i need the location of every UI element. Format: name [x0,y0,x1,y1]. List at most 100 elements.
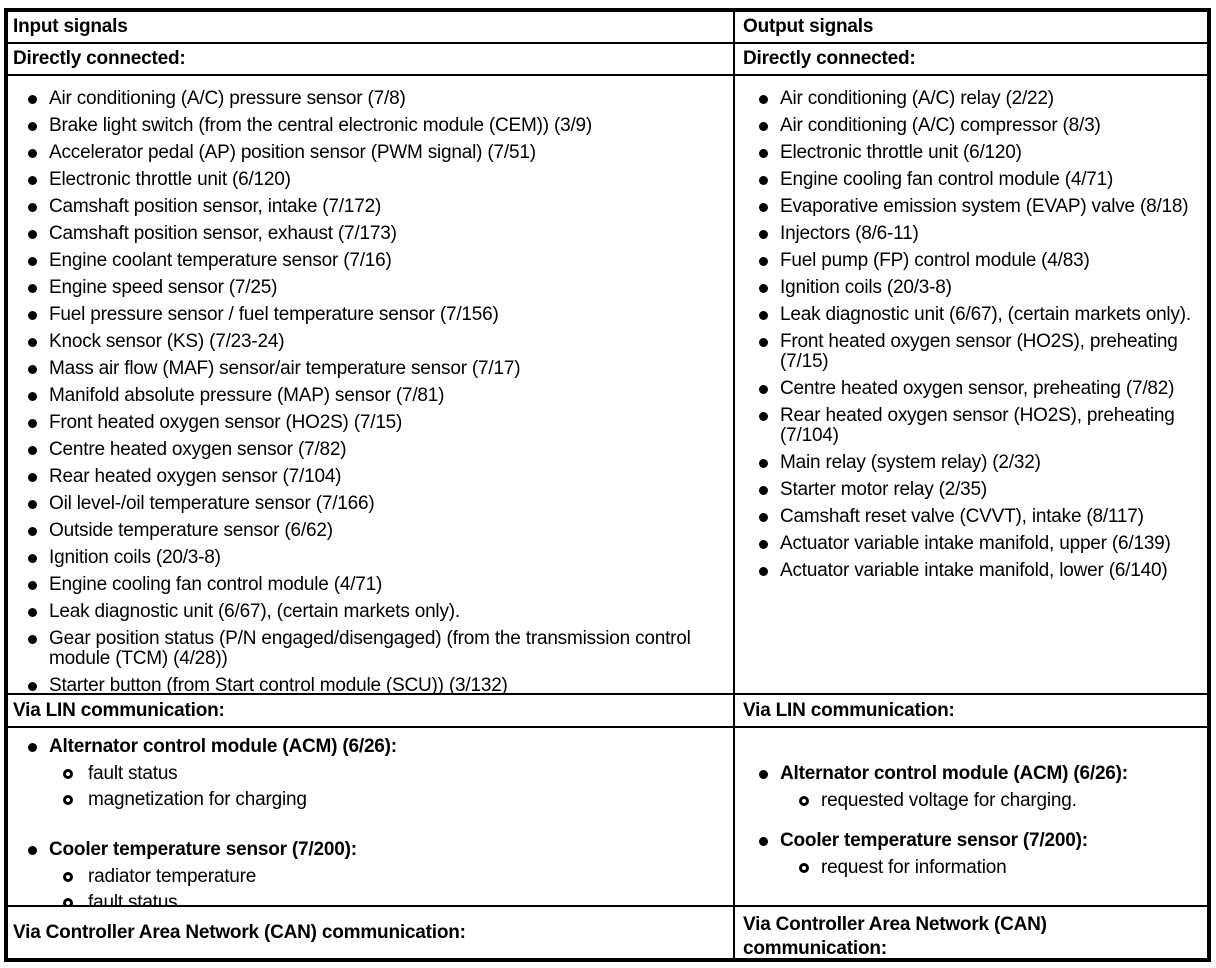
list-item: radiator temperature [8,867,733,887]
list-item: Front heated oxygen sensor (HO2S) (7/15) [8,413,733,433]
circle-bullet-icon [63,872,73,882]
list-item: Actuator variable intake manifold, upper… [735,534,1207,554]
list-item: Air conditioning (A/C) relay (2/22) [735,89,1207,109]
bullet-icon [759,567,768,576]
list-item: Engine coolant temperature sensor (7/16) [8,251,733,271]
list-item: Rear heated oxygen sensor (7/104) [8,467,733,487]
list-item: Engine speed sensor (7/25) [8,278,733,298]
list-item: Ignition coils (20/3-8) [8,548,733,568]
bullet-icon [28,846,37,855]
input-directly-connected-label: Directly connected: [8,44,735,76]
bullet-icon [759,284,768,293]
list-item: Fuel pump (FP) control module (4/83) [735,251,1207,271]
bullet-icon [28,743,37,752]
input-directly-connected-list: Air conditioning (A/C) pressure sensor (… [8,76,735,695]
bullet-icon [28,419,37,428]
list-item: Actuator variable intake manifold, lower… [735,561,1207,581]
list-item: Oil level-/oil temperature sensor (7/166… [8,494,733,514]
circle-bullet-icon [63,795,73,805]
bullet-icon [28,203,37,212]
output-via-lin-label: Via LIN communication: [735,695,1207,728]
list-item: Centre heated oxygen sensor (7/82) [8,440,733,460]
list-item: Camshaft reset valve (CVVT), intake (8/1… [735,507,1207,527]
lin-group: Alternator control module (ACM) (6/26): … [8,737,733,810]
lin-sublist: request for information [735,858,1207,878]
input-lin-list: Alternator control module (ACM) (6/26): … [8,728,735,907]
bullet-icon [759,770,768,779]
lin-sublist: fault status magnetization for charging [8,764,733,810]
bullet-icon [28,527,37,536]
list-item: Starter button (from Start control modul… [8,676,733,693]
output-signals-header: Output signals [735,12,1207,44]
input-signals-header-label: Input signals [13,16,128,37]
bullet-icon [28,122,37,131]
output-signals-header-label: Output signals [743,16,874,37]
bullet-icon [28,284,37,293]
lin-group: Cooler temperature sensor (7/200): radia… [8,840,733,905]
lin-group-title: Alternator control module (ACM) (6/26): [8,737,733,757]
bullet-icon [28,176,37,185]
bullet-icon [28,338,37,347]
list-item: magnetization for charging [8,790,733,810]
bullet-icon [759,540,768,549]
bullet-icon [759,311,768,320]
list-item: Accelerator pedal (AP) position sensor (… [8,143,733,163]
list-item: Brake light switch (from the central ele… [8,116,733,136]
list-item: Engine cooling fan control module (4/71) [8,575,733,595]
list-item: Outside temperature sensor (6/62) [8,521,733,541]
list-item: Evaporative emission system (EVAP) valve… [735,197,1207,217]
list-item: Leak diagnostic unit (6/67), (certain ma… [735,305,1207,325]
bullet-icon [759,459,768,468]
bullet-icon [28,473,37,482]
output-via-can-label: Via Controller Area Network (CAN) commun… [743,914,1047,958]
list-item: Electronic throttle unit (6/120) [735,143,1207,163]
list-item: Knock sensor (KS) (7/23-24) [8,332,733,352]
list-item: fault status [8,893,733,905]
lin-sublist: requested voltage for charging. [735,791,1207,811]
input-via-can-label: Via Controller Area Network (CAN) commun… [8,907,735,958]
list-item: Camshaft position sensor, intake (7/172) [8,197,733,217]
bullet-icon [28,149,37,158]
lin-sublist: radiator temperature fault status [8,867,733,905]
list-item: Injectors (8/6-11) [735,224,1207,244]
bullet-icon [28,608,37,617]
bullet-icon [28,581,37,590]
bullet-icon [28,682,37,691]
bullet-icon [759,122,768,131]
bullet-icon [28,554,37,563]
circle-bullet-icon [63,898,73,905]
bullet-icon [28,500,37,509]
list-item: Manifold absolute pressure (MAP) sensor … [8,386,733,406]
bullet-icon [759,412,768,421]
circle-bullet-icon [799,863,809,873]
bullet-icon [28,311,37,320]
list-item: Main relay (system relay) (2/32) [735,453,1207,473]
input-via-lin-label: Via LIN communication: [8,695,735,728]
bullet-icon [28,95,37,104]
bullet-icon [759,486,768,495]
list-item: Air conditioning (A/C) pressure sensor (… [8,89,733,109]
bullet-icon [759,230,768,239]
list-item: Rear heated oxygen sensor (HO2S), prehea… [735,406,1207,446]
bullet-icon [759,149,768,158]
bullet-icon [759,837,768,846]
list-item: Starter motor relay (2/35) [735,480,1207,500]
bullet-icon [759,203,768,212]
output-directly-connected-label: Directly connected: [735,44,1207,76]
list-item: Leak diagnostic unit (6/67), (certain ma… [8,602,733,622]
bullet-icon [759,257,768,266]
bullet-icon [759,176,768,185]
signals-table: Input signals Output signals Directly co… [4,8,1211,962]
list-item: Ignition coils (20/3-8) [735,278,1207,298]
input-signals-header: Input signals [8,12,735,44]
bullet-icon [759,385,768,394]
lin-group: Cooler temperature sensor (7/200): reque… [735,831,1207,878]
lin-group-title: Alternator control module (ACM) (6/26): [735,764,1207,784]
bullet-icon [759,513,768,522]
bullet-icon [28,392,37,401]
lin-group: Alternator control module (ACM) (6/26): … [735,764,1207,811]
list-item: Gear position status (P/N engaged/diseng… [8,629,733,669]
bullet-icon [28,635,37,644]
list-item: Engine cooling fan control module (4/71) [735,170,1207,190]
